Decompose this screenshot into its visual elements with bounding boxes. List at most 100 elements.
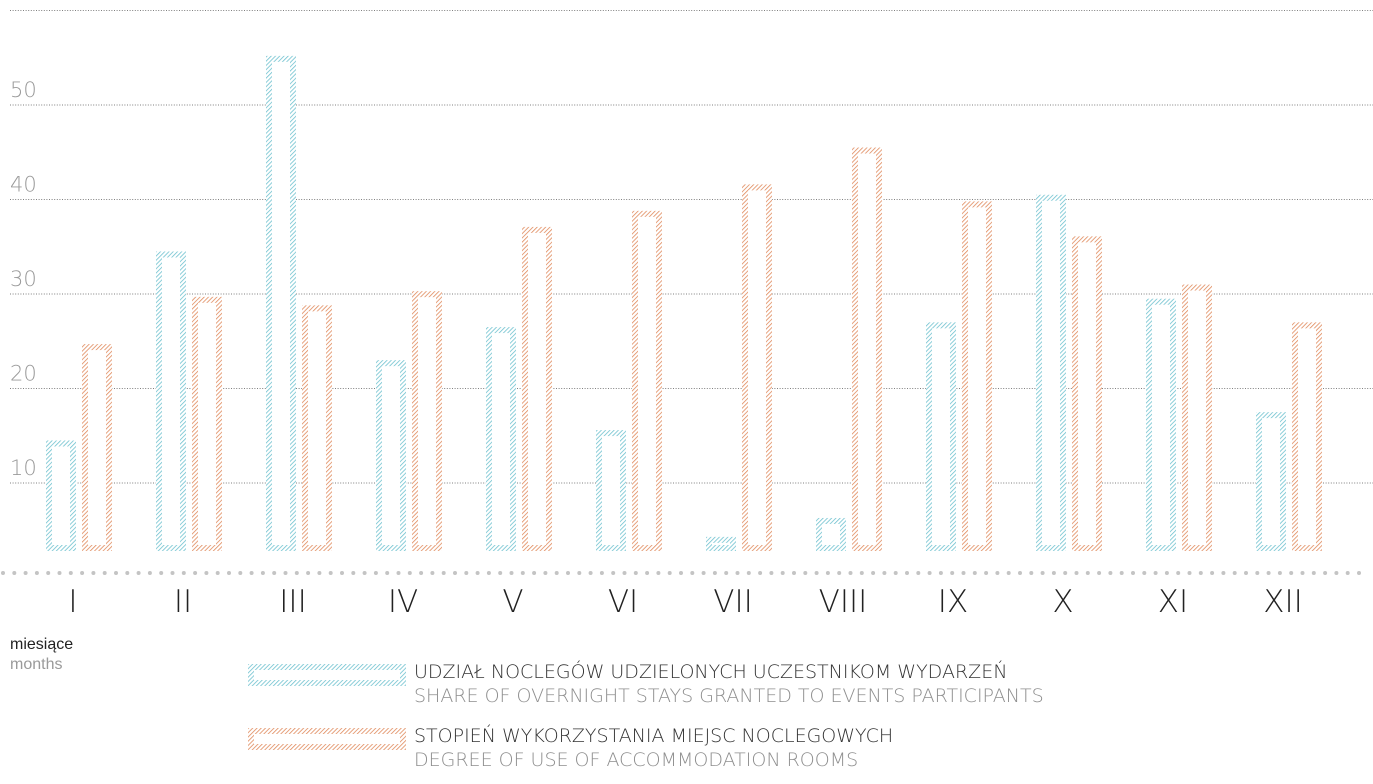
axis-dot (1119, 571, 1124, 575)
axis-dot (893, 571, 898, 575)
x-tick-label-IX: IX (938, 584, 968, 620)
axis-dot (984, 571, 989, 575)
x-tick-label-II: II (174, 584, 192, 620)
axis-dot (1131, 571, 1135, 575)
axis-dot (23, 571, 28, 575)
axis-dot (882, 571, 887, 575)
legend-label-share-en: SHARE OF OVERNIGHT STAYS GRANTED TO EVEN… (414, 685, 1044, 707)
axis-dot (1198, 571, 1203, 575)
axis-dot (916, 571, 921, 575)
axis-dot (972, 571, 977, 575)
bar-degree-I (82, 344, 112, 551)
axis-dot (633, 571, 638, 575)
axis-dot (170, 571, 175, 575)
axis-dot (1176, 571, 1181, 575)
y-tick-label: 50 (10, 78, 37, 102)
x-tick-label-XI: XI (1158, 584, 1188, 620)
axis-dot (622, 571, 627, 575)
axis-dot (317, 571, 322, 575)
x-axis-title: miesiące months (10, 636, 73, 674)
x-tick-label-X: X (1052, 584, 1073, 620)
axis-dot (927, 571, 932, 575)
axis-dot (1018, 571, 1022, 575)
bar-degree-V (522, 226, 552, 551)
bar-share-VII (706, 536, 736, 551)
axis-dot (667, 571, 672, 575)
axis-dot (1108, 571, 1113, 575)
x-axis-title-en: months (10, 656, 63, 673)
axis-dot (102, 571, 107, 575)
axis-dot (1323, 571, 1328, 575)
axis-dot (1210, 571, 1215, 575)
axis-dot (193, 571, 198, 575)
axis-dot (396, 571, 401, 575)
axis-dot (1244, 571, 1248, 575)
axis-dot (306, 571, 311, 575)
axis-dot (80, 571, 85, 575)
bar-degree-XI (1182, 284, 1212, 551)
axis-dot (407, 571, 412, 575)
axis-dot (690, 571, 695, 575)
x-tick-label-XII: XII (1263, 584, 1303, 620)
axis-dot (1153, 571, 1158, 575)
axis-dot (1085, 571, 1090, 575)
axis-dot (294, 571, 299, 575)
bar-share-I (46, 440, 76, 552)
axis-dot (1345, 571, 1350, 575)
axis-dot (1097, 571, 1102, 575)
axis-dot (136, 571, 141, 575)
bar-degree-IV (412, 291, 442, 552)
legend-item-degree: STOPIEŃ WYKORZYSTANIA MIEJSC NOCLEGOWYCH… (248, 724, 1198, 784)
axis-dot (1266, 571, 1271, 575)
axis-dot (611, 571, 616, 575)
axis-dot (1006, 571, 1011, 575)
axis-dot (68, 571, 73, 575)
x-axis-title-pl: miesiące (10, 636, 74, 653)
axis-dot (486, 571, 491, 575)
axis-dot (577, 571, 582, 575)
bar-degree-IX (962, 201, 992, 551)
axis-dot (114, 571, 118, 575)
bar-degree-VII (742, 184, 772, 551)
axis-dot (938, 571, 943, 575)
axis-dot (780, 571, 785, 575)
axis-dot (1063, 571, 1068, 575)
axis-dot (520, 571, 525, 575)
axis-dot (803, 571, 808, 575)
axis-dot (1311, 571, 1316, 575)
bars (46, 55, 1322, 552)
bar-degree-VI (632, 210, 662, 551)
axis-dot (1277, 571, 1282, 575)
axis-dot (46, 571, 51, 575)
axis-dot (848, 571, 853, 575)
bar-share-XII (1256, 412, 1286, 551)
x-tick-label-VIII: VIII (819, 584, 868, 620)
axis-dot (814, 571, 819, 575)
axis-dot (1074, 571, 1079, 575)
axis-dot (249, 571, 254, 575)
bar-share-XI (1146, 298, 1176, 551)
axis-dot (181, 571, 186, 575)
y-tick-label: 20 (10, 362, 37, 386)
y-tick-label: 10 (10, 456, 37, 480)
axis-dot (950, 571, 955, 575)
axis-dot (328, 571, 333, 575)
y-tick-label: 40 (10, 173, 37, 197)
axis-dot (340, 571, 344, 575)
legend-label-degree-en: DEGREE OF USE OF ACCOMMODATION ROOMS (414, 749, 859, 771)
axis-dot (272, 571, 277, 575)
legend-swatch-share (248, 664, 406, 686)
axis-dot (204, 571, 209, 575)
axis-dot (1029, 571, 1034, 575)
axis-dot (1164, 571, 1169, 575)
bar-share-VIII (816, 517, 846, 552)
axis-dot (91, 571, 96, 575)
legend-swatch-degree (248, 728, 406, 750)
x-axis-dotted-line (1, 571, 1361, 575)
axis-dot (475, 571, 480, 575)
axis-dot (509, 571, 514, 575)
axis-dot (430, 571, 435, 575)
axis-dot (385, 571, 390, 575)
axis-dot (735, 571, 740, 575)
axis-dot (746, 571, 751, 575)
